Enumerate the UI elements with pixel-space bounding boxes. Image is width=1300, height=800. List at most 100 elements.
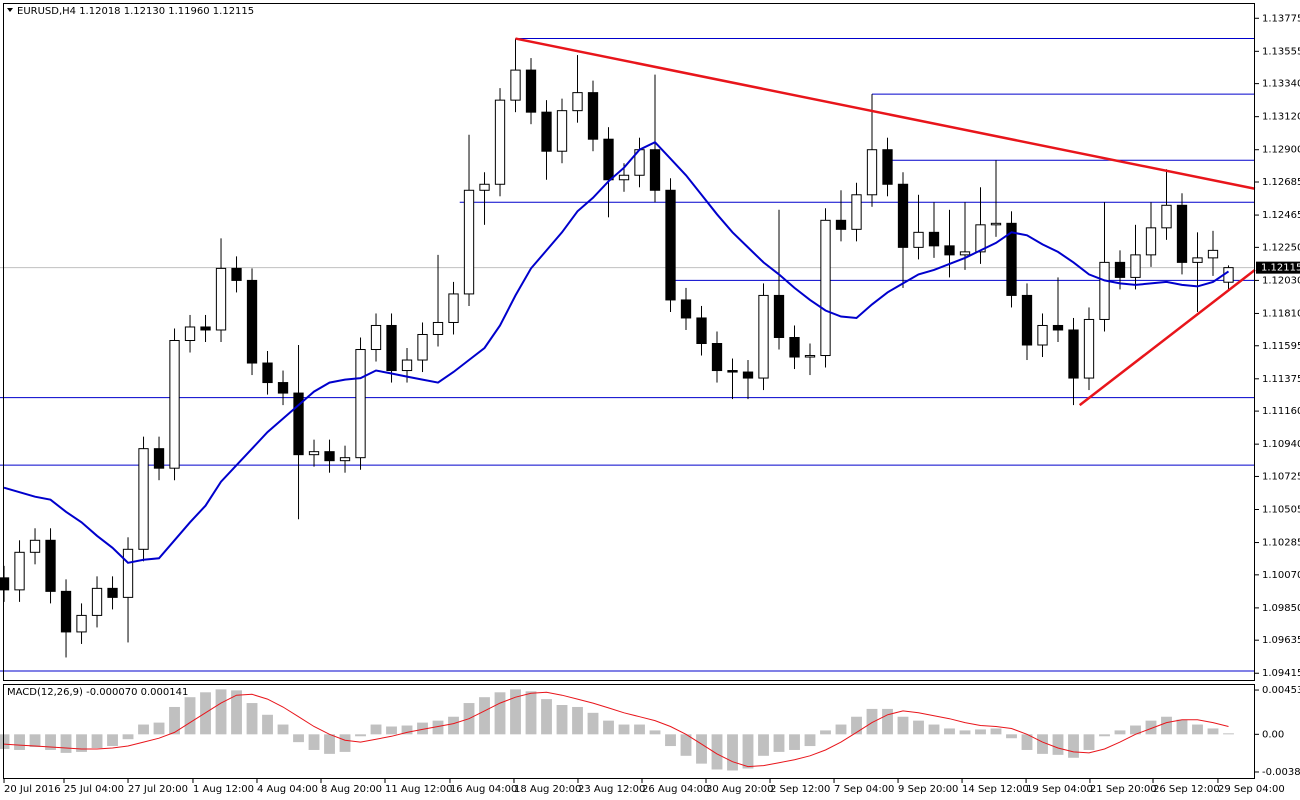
y-tick-label: 1.11375 <box>1262 374 1300 385</box>
candle-body <box>339 457 351 462</box>
candle-body <box>91 587 103 616</box>
macd-bar <box>76 734 87 752</box>
macd-bar <box>634 724 645 735</box>
candle-body <box>959 251 971 256</box>
macd-bar <box>45 734 56 750</box>
candle-body <box>820 219 831 357</box>
x-tick-label: 14 Sep 12:00 <box>962 784 1029 795</box>
macd-bar <box>928 724 940 735</box>
candle-body <box>76 614 87 633</box>
macd-pane: 0.004532 0.00 -0.003854 <box>0 685 1300 778</box>
macd-bar <box>882 708 893 735</box>
signal-line <box>3 691 1229 768</box>
y-tick-label: 1.10505 <box>1262 504 1300 515</box>
macd-bar <box>246 703 258 735</box>
macd-bar <box>417 722 428 735</box>
macd-bar <box>804 734 816 747</box>
candle-body <box>928 231 940 247</box>
macd-bar <box>572 706 583 735</box>
candle-body <box>773 294 785 338</box>
macd-bar <box>277 724 289 735</box>
y-tick-label: 1.11160 <box>1262 406 1300 417</box>
macd-bar <box>773 734 785 752</box>
macd-bar <box>587 712 599 735</box>
macd-bar <box>262 714 273 735</box>
candle-body <box>835 219 847 230</box>
macd-bar <box>959 730 971 735</box>
candle-body <box>432 321 444 335</box>
macd-pane-frame <box>3 684 1255 779</box>
y-tick-label: 1.10070 <box>1262 570 1300 581</box>
macd-bar <box>1130 725 1141 735</box>
candle-body <box>804 355 816 358</box>
x-tick-label: 1 Aug 12:00 <box>193 784 254 795</box>
candle-body <box>649 149 661 191</box>
macd-bar <box>711 734 723 770</box>
macd-bar <box>897 716 909 735</box>
macd-bar <box>1145 720 1157 735</box>
x-tick-label: 20 Jul 2016 <box>4 784 61 795</box>
macd-bar <box>727 734 738 771</box>
candle-body <box>463 189 475 295</box>
candle-body <box>1114 261 1126 278</box>
macd-bar <box>308 734 320 750</box>
candle-body <box>60 590 72 633</box>
price-pane-frame <box>3 3 1255 681</box>
candle-body <box>711 343 723 372</box>
macd-bar <box>1037 734 1048 754</box>
x-tick-label: 25 Jul 04:00 <box>64 784 124 795</box>
y-tick-label: 1.09635 <box>1262 635 1300 646</box>
macd-bar <box>324 734 335 754</box>
candle-body <box>246 279 258 364</box>
macd-bar <box>432 720 444 735</box>
candle-body <box>1006 222 1017 296</box>
candle-body <box>1192 257 1203 263</box>
candle-body <box>1223 267 1234 283</box>
candle-body <box>448 293 459 323</box>
candle-body <box>1176 204 1188 263</box>
macd-bar <box>91 734 103 749</box>
candle-body <box>696 317 707 345</box>
menu-arrow[interactable] <box>7 8 13 12</box>
candle-body <box>1068 329 1079 379</box>
macd-bar <box>355 734 366 737</box>
candle-body <box>866 149 878 196</box>
macd-bar <box>60 734 72 753</box>
candle-body <box>510 69 521 101</box>
candle-body <box>897 183 909 248</box>
candle-body <box>975 224 986 253</box>
macd-bar <box>370 724 382 735</box>
candle-body <box>479 183 490 191</box>
macd-bar <box>1192 724 1203 735</box>
y-tick-label: 0.00 <box>1262 729 1284 740</box>
y-tick-label: 1.09415 <box>1262 668 1300 679</box>
candle-body <box>1052 324 1064 331</box>
macd-bar <box>153 722 165 735</box>
macd-bar <box>386 726 397 735</box>
y-tick-label: 1.11595 <box>1262 341 1300 352</box>
x-tick-label: 29 Sep 04:00 <box>1218 784 1285 795</box>
macd-bar <box>820 730 831 735</box>
macd-bar <box>618 724 630 735</box>
macd-bar <box>835 724 847 735</box>
macd-bar <box>1083 734 1095 750</box>
candle-body <box>789 336 800 358</box>
macd-bar <box>649 730 661 735</box>
candle-body <box>324 451 335 462</box>
price-pane: 1.13775 1.13555 1.13340 1.13120 1.12900 1.126… <box>0 13 1300 679</box>
candle-body <box>45 539 56 592</box>
candle-body <box>215 267 227 331</box>
macd-bar <box>851 716 862 735</box>
macd-bar <box>742 734 754 769</box>
moving-average <box>3 140 1230 564</box>
x-tick-label: 30 Aug 20:00 <box>706 784 773 795</box>
x-tick-label: 18 Aug 20:00 <box>514 784 581 795</box>
candle-body <box>882 149 893 185</box>
macd-bar <box>1006 734 1017 739</box>
candle-body <box>1145 227 1157 256</box>
candle-body <box>1083 318 1095 379</box>
macd-bar <box>1161 716 1172 735</box>
macd-bar <box>525 691 537 735</box>
candle-body <box>293 392 304 456</box>
